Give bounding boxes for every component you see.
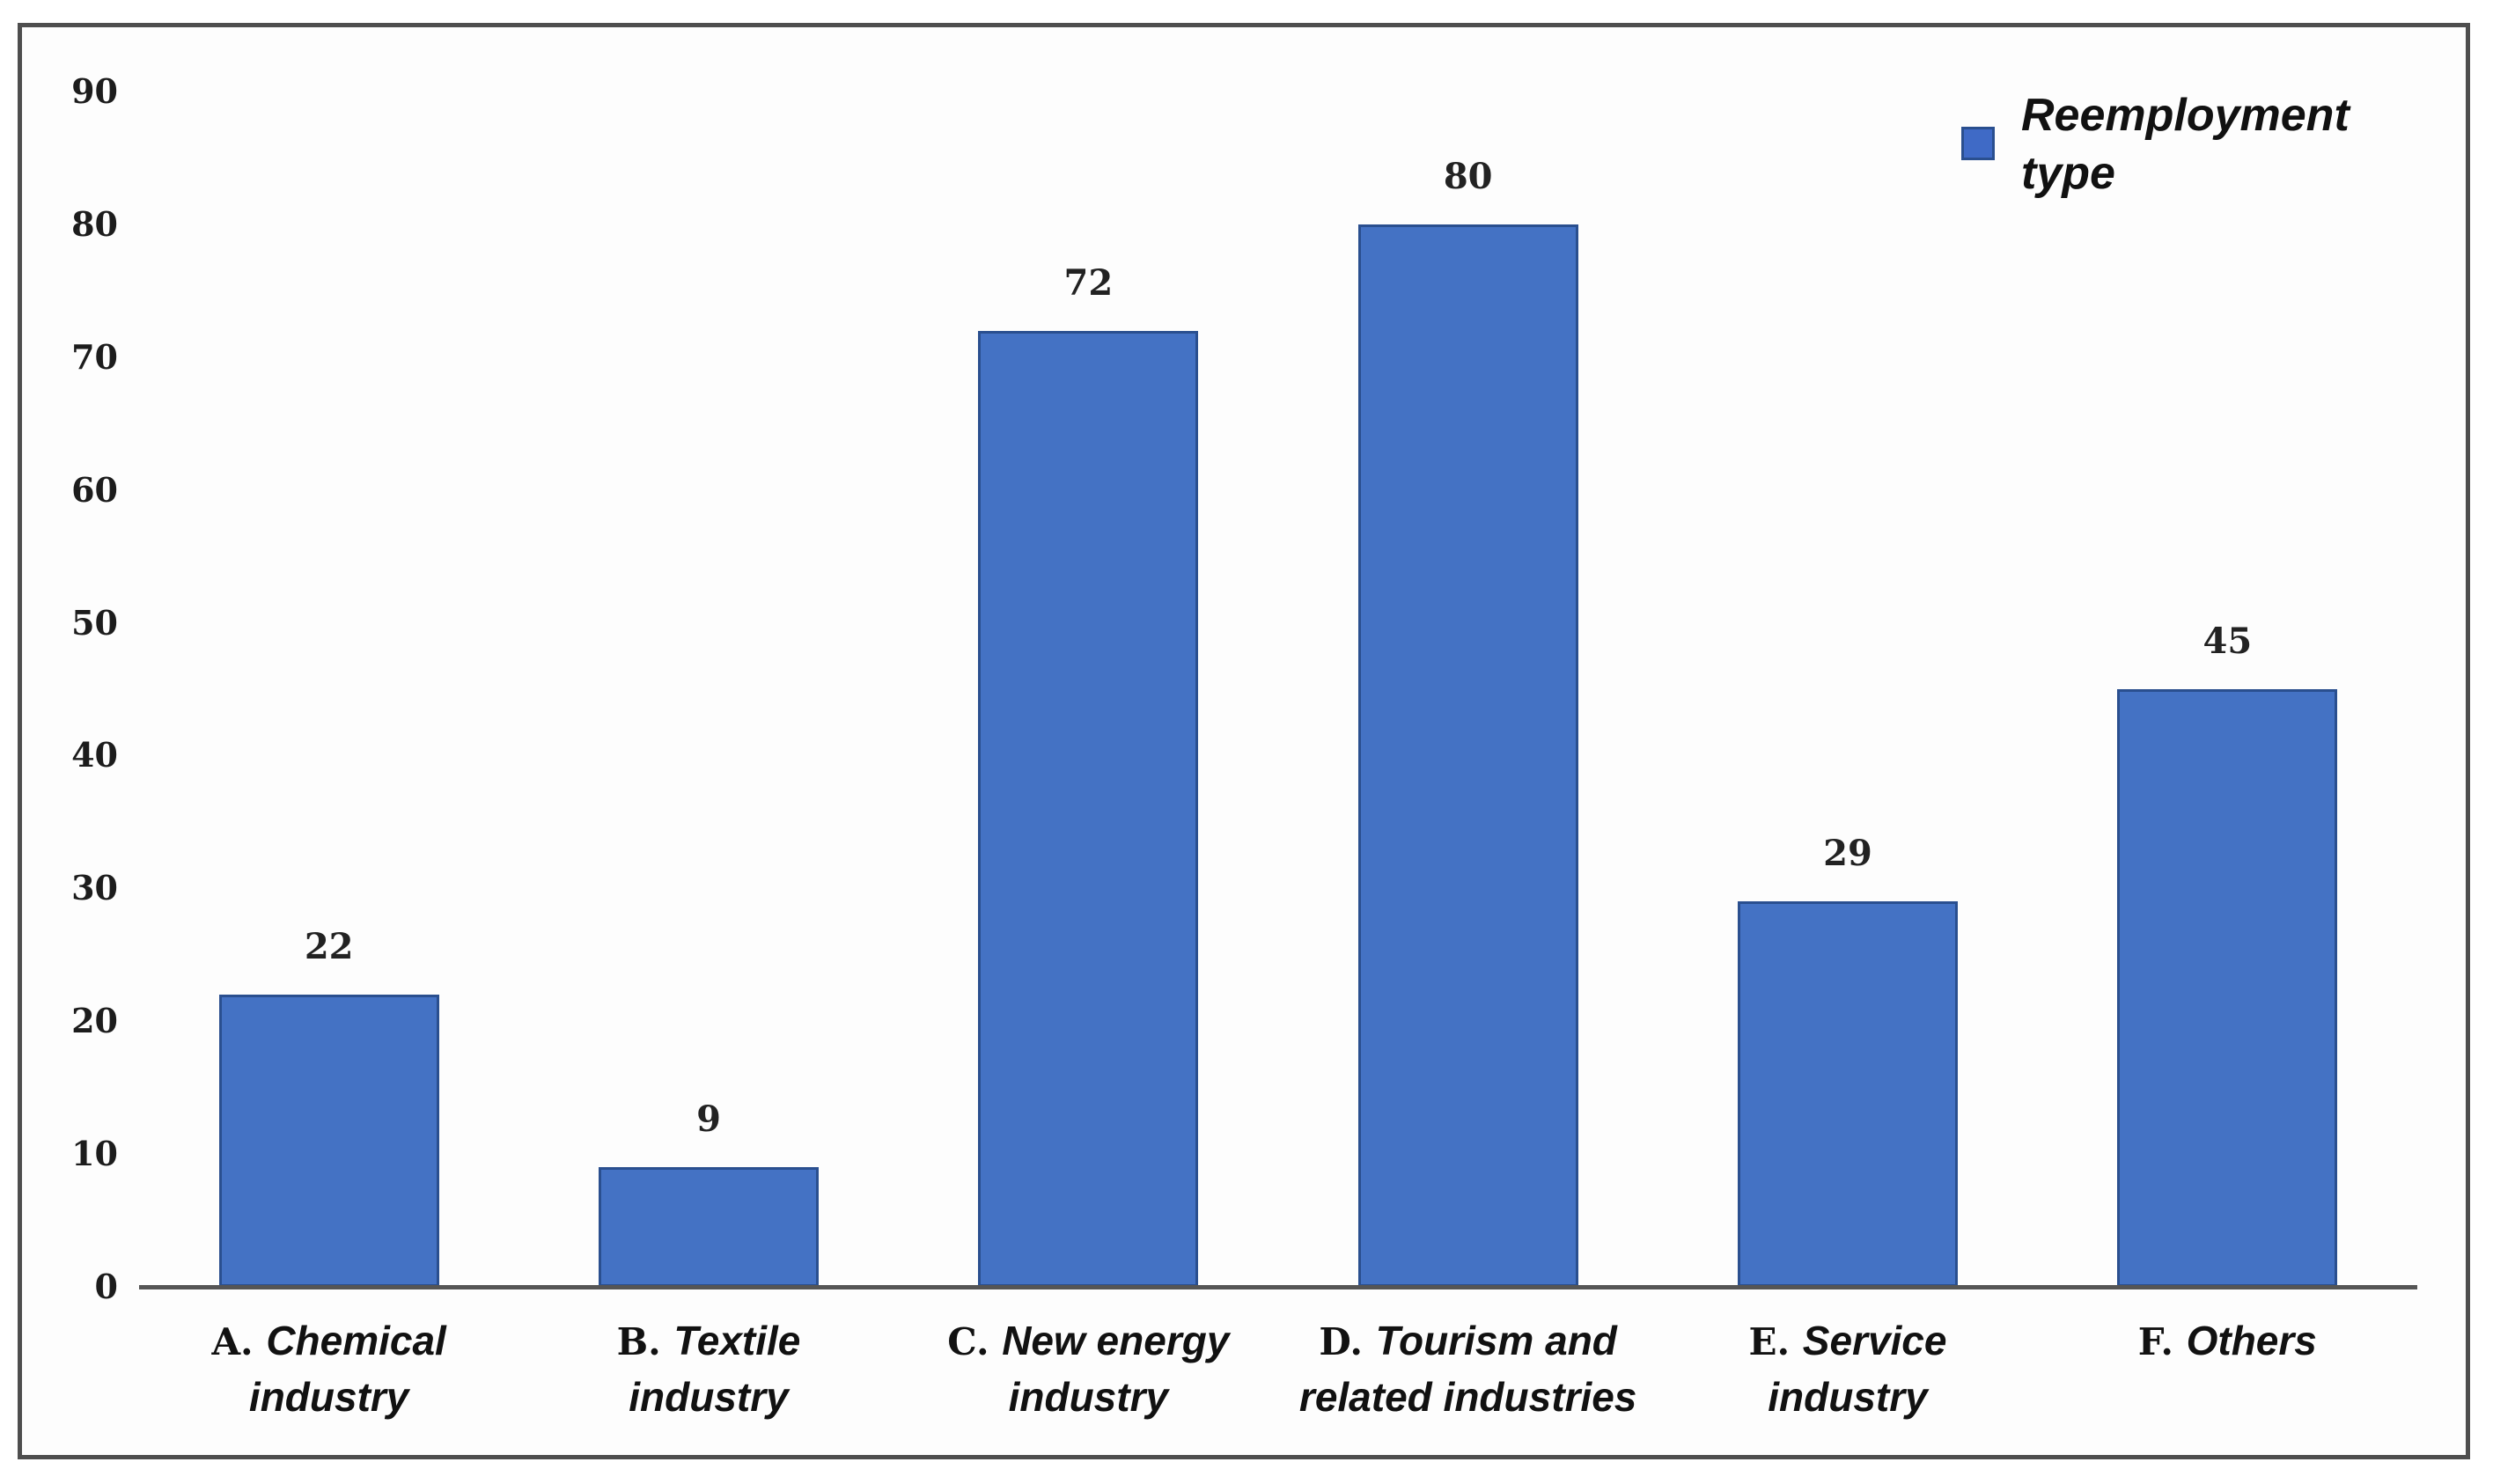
x-category-label: C. New energy industry	[886, 1313, 1291, 1424]
x-category-line1: A. Chemical	[127, 1313, 532, 1370]
x-category-name: Textile	[673, 1318, 801, 1363]
x-category-prefix: C.	[947, 1320, 1003, 1363]
x-category-name: New energy	[1002, 1318, 1230, 1363]
y-tick-label: 40	[71, 735, 118, 775]
legend-label: Reemployment type	[2021, 90, 2350, 199]
legend: Reemployment type	[1961, 86, 2444, 202]
bar-value-label: 72	[1063, 261, 1114, 304]
x-category-prefix: B.	[616, 1320, 674, 1363]
x-category-line1: F. Others	[2025, 1313, 2430, 1370]
y-tick-label: 0	[94, 1267, 118, 1306]
x-category-prefix: D.	[1319, 1320, 1376, 1363]
x-category-line1: E. Service	[1645, 1313, 2050, 1370]
y-tick-label: 80	[71, 203, 118, 244]
x-category-label: E. Service industry	[1645, 1313, 2050, 1424]
bar	[599, 1167, 819, 1287]
x-category-line2: industry	[248, 1374, 409, 1420]
bar-value-label: 45	[2203, 620, 2253, 662]
legend-swatch-icon	[1961, 127, 1995, 160]
y-tick-label: 60	[71, 469, 118, 510]
bar-value-label: 29	[1823, 833, 1872, 875]
x-category-line2: industry	[1008, 1374, 1169, 1420]
x-category-name: Chemical	[266, 1318, 446, 1363]
x-category-label: F. Others	[2025, 1313, 2430, 1370]
y-tick-label: 10	[71, 1134, 118, 1174]
x-category-label: A. Chemical industry	[127, 1313, 532, 1424]
x-category-label: B. Textile industry	[506, 1313, 911, 1424]
x-category-line2: industry	[1768, 1374, 1928, 1420]
x-category-name: Others	[2186, 1318, 2317, 1363]
x-category-line2: related industries	[1298, 1374, 1637, 1420]
bar-value-label: 9	[696, 1098, 721, 1141]
bar-value-label: 22	[304, 926, 354, 968]
bar	[1738, 901, 1958, 1287]
x-category-label: D. Tourism and related industries	[1266, 1313, 1671, 1424]
bar	[218, 995, 439, 1287]
x-category-line2: industry	[629, 1374, 789, 1420]
y-tick-label: 30	[71, 868, 118, 908]
x-category-prefix: A.	[211, 1320, 267, 1363]
x-axis-line	[139, 1285, 2417, 1289]
y-tick-label: 20	[71, 1001, 118, 1041]
x-category-prefix: E.	[1748, 1320, 1803, 1363]
y-tick-label: 70	[71, 336, 118, 377]
x-category-line1: B. Textile	[506, 1313, 911, 1370]
y-tick-label: 50	[71, 602, 118, 643]
x-category-prefix: F.	[2137, 1320, 2187, 1363]
bar	[1357, 224, 1578, 1287]
x-category-line1: C. New energy	[886, 1313, 1291, 1370]
x-category-name: Service	[1802, 1318, 1947, 1363]
bar-value-label: 80	[1443, 155, 1493, 197]
bar	[978, 330, 1199, 1287]
x-category-name: Tourism and	[1375, 1318, 1617, 1363]
bar	[2117, 688, 2338, 1287]
y-tick-label: 90	[71, 70, 118, 111]
x-category-line1: D. Tourism and	[1266, 1313, 1671, 1370]
